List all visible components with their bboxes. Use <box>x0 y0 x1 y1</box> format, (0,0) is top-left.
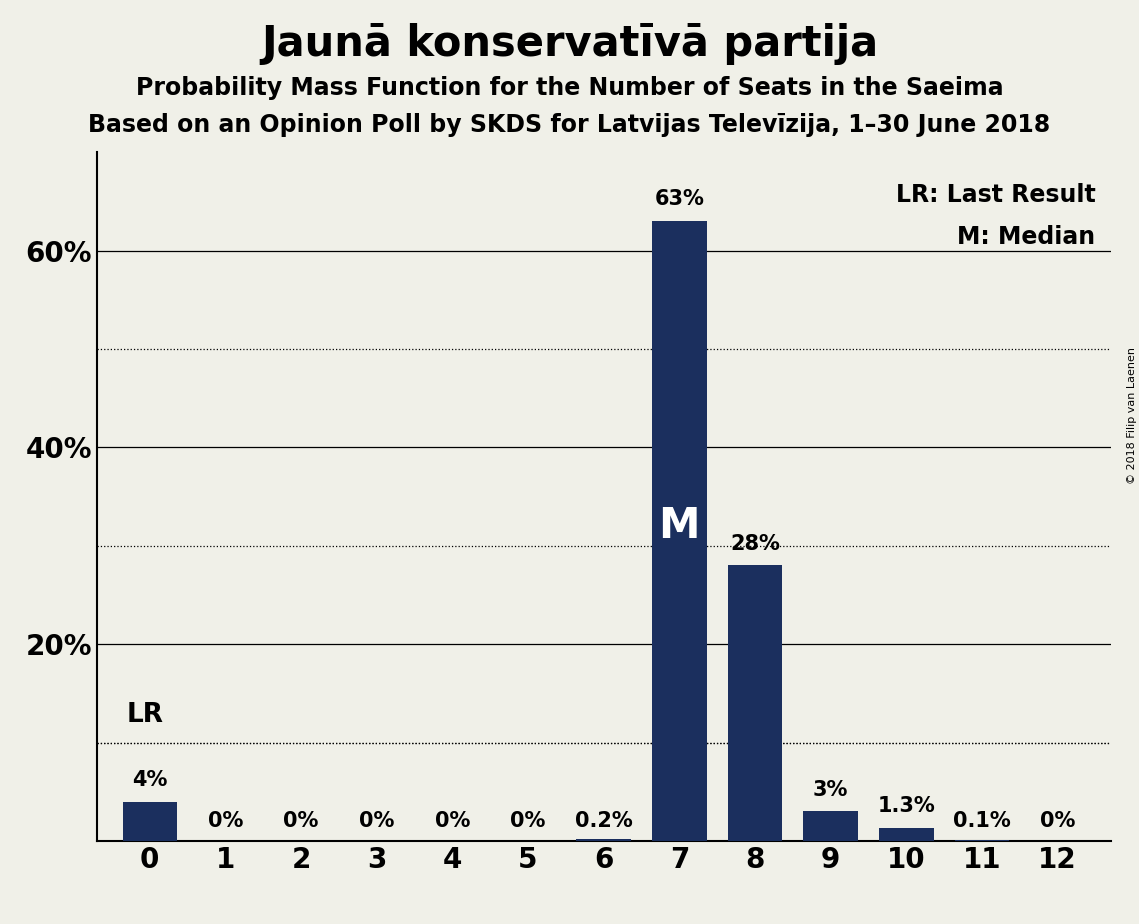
Text: 0%: 0% <box>510 811 546 831</box>
Text: 63%: 63% <box>655 189 704 210</box>
Text: Probability Mass Function for the Number of Seats in the Saeima: Probability Mass Function for the Number… <box>136 76 1003 100</box>
Text: 0%: 0% <box>1040 811 1075 831</box>
Text: 3%: 3% <box>813 780 849 799</box>
Bar <box>728 565 782 841</box>
Text: M: M <box>658 505 700 547</box>
Text: 28%: 28% <box>730 534 780 553</box>
Bar <box>879 828 934 841</box>
Text: 4%: 4% <box>132 770 167 790</box>
Text: Based on an Opinion Poll by SKDS for Latvijas Televīzija, 1–30 June 2018: Based on an Opinion Poll by SKDS for Lat… <box>89 113 1050 137</box>
Bar <box>653 222 706 841</box>
Text: LR: LR <box>128 701 164 728</box>
Text: 0.1%: 0.1% <box>953 811 1010 831</box>
Text: M: Median: M: Median <box>957 225 1096 249</box>
Text: 0%: 0% <box>435 811 470 831</box>
Text: Jaunā konservatīvā partija: Jaunā konservatīvā partija <box>261 23 878 65</box>
Bar <box>123 801 177 841</box>
Bar <box>576 839 631 841</box>
Text: 1.3%: 1.3% <box>877 796 935 816</box>
Text: 0%: 0% <box>359 811 394 831</box>
Text: 0.2%: 0.2% <box>575 811 632 831</box>
Bar <box>803 811 858 841</box>
Text: 0%: 0% <box>284 811 319 831</box>
Bar <box>954 840 1009 841</box>
Text: 0%: 0% <box>207 811 243 831</box>
Text: © 2018 Filip van Laenen: © 2018 Filip van Laenen <box>1126 347 1137 484</box>
Text: LR: Last Result: LR: Last Result <box>895 184 1096 207</box>
